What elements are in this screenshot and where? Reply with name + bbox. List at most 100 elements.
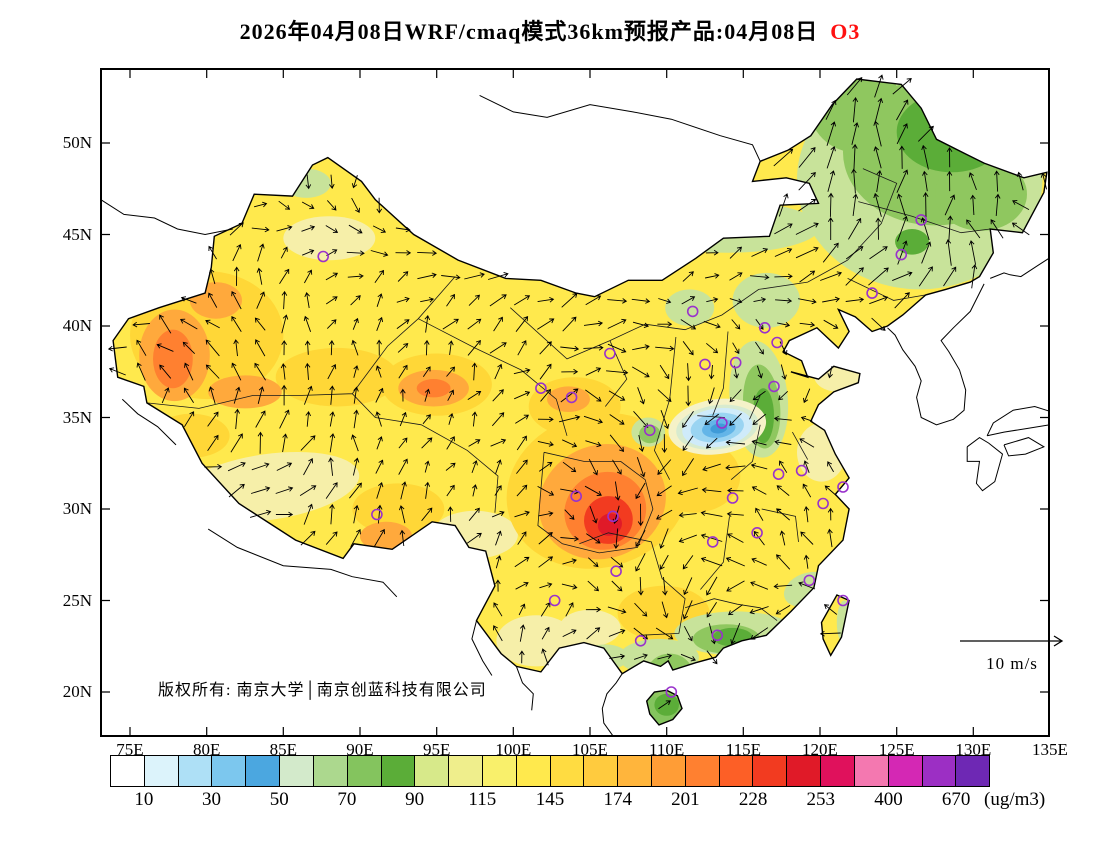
colorbar-segment (449, 756, 483, 786)
china-outline (112, 78, 1048, 726)
lon-axis-label: 80E (192, 740, 221, 759)
city-marker (371, 508, 383, 521)
colorbar-tick-label: 201 (671, 789, 700, 810)
city-marker (817, 497, 829, 510)
colorbar-tick-label: 145 (535, 789, 565, 810)
city-marker (565, 391, 578, 404)
city-marker (895, 248, 908, 261)
city-marker (643, 424, 656, 437)
colorbar-tick-label: 400 (874, 789, 903, 810)
city-marker (726, 492, 739, 504)
colorbar-tick-label: 90 (405, 789, 425, 810)
colorbar-segment (212, 756, 247, 786)
colorbar-segment (246, 756, 281, 786)
city-marker (772, 468, 785, 481)
lon-axis-label: 130E (955, 740, 992, 759)
colorbar-tick-label: 228 (738, 789, 768, 810)
province-borders (146, 168, 991, 636)
colorbar-segment (313, 756, 348, 786)
colorbar-segment (854, 756, 889, 786)
colorbar-tick-label: 670 (941, 789, 971, 810)
city-marker (803, 574, 816, 587)
lon-axis-label: 105E (572, 740, 608, 759)
colorbar-segment (719, 756, 754, 786)
city-marker (711, 629, 724, 642)
neighbor-coastlines (100, 94, 1050, 737)
lon-axis-label: 85E (269, 740, 298, 759)
colorbar-tick-label: 10 (134, 789, 154, 810)
city-marker (837, 594, 849, 607)
colorbar-segment (178, 756, 213, 786)
title-species-o3: O3 (830, 19, 861, 44)
lon-axis-label: 120E (802, 740, 838, 759)
lat-axis-label: 35N (62, 407, 92, 427)
lat-axis-label: 25N (62, 590, 92, 610)
colorbar-segment (652, 756, 686, 786)
axis-ticks (102, 70, 1050, 735)
colorbar-segment (956, 756, 990, 786)
colorbar (110, 755, 990, 787)
lon-axis-label: 125E (878, 740, 915, 759)
o3-concentration-shading (130, 79, 1043, 716)
colorbar-segment (888, 756, 923, 786)
wind-scale-label: 10 m/s (986, 654, 1038, 673)
lon-axis-label: 75E (116, 740, 144, 759)
city-marker (548, 594, 561, 607)
lon-axis-label: 115E (725, 740, 761, 759)
city-marker (751, 526, 763, 539)
wind-scale-legend: 10 m/s (952, 632, 1072, 674)
lon-axis-label: 95E (422, 740, 451, 759)
lon-axis-label: 100E (495, 740, 532, 759)
colorbar-segment (516, 756, 551, 786)
colorbar-segment (787, 756, 822, 786)
colorbar-segment (753, 756, 788, 786)
city-marker (570, 490, 583, 503)
page-title: 2026年04月08日WRF/cmaq模式36km预报产品:04月08日 O3 (0, 14, 1100, 46)
colorbar-tick-label: 30 (202, 789, 222, 810)
colorbar-unit-label: (ug/m3) (984, 789, 1046, 810)
city-marker (317, 250, 329, 263)
wind-vector-field (107, 74, 1048, 710)
city-marker (610, 565, 622, 578)
copyright-text: 版权所有: 南京大学│南京创蓝科技有限公司 (158, 682, 487, 699)
colorbar-tick-label: 174 (603, 789, 632, 810)
city-marker (758, 321, 771, 334)
city-marker (699, 358, 711, 371)
colorbar-segment (144, 756, 179, 786)
colorbar-segment (381, 756, 416, 786)
city-marker (535, 382, 547, 395)
city-marker (665, 686, 678, 698)
city-marker (729, 356, 742, 369)
lon-axis-label: 90E (346, 740, 374, 759)
colorbar-segment (111, 756, 145, 786)
china-o3-forecast-map (100, 68, 1050, 737)
city-marker (866, 287, 878, 299)
city-marker (716, 417, 728, 429)
title-text: 2026年04月08日WRF/cmaq模式36km预报产品:04月08日 (239, 19, 819, 44)
colorbar-tick-label: 50 (269, 789, 289, 810)
city-marker (771, 336, 783, 349)
lat-axis-label: 45N (62, 224, 92, 244)
colorbar-tick-label: 70 (337, 789, 357, 810)
city-marker (607, 510, 619, 523)
colorbar-segment (821, 756, 855, 786)
city-marker (706, 536, 719, 548)
city-marker (915, 214, 928, 226)
colorbar-segment (482, 756, 517, 786)
colorbar-tick-label: 253 (806, 789, 836, 810)
lat-axis-label: 20N (62, 682, 92, 701)
colorbar-segment (280, 756, 314, 786)
city-marker (634, 634, 647, 647)
plot-frame (100, 68, 1050, 737)
city-marker (768, 380, 780, 393)
lat-axis-label: 50N (62, 133, 92, 152)
lat-axis-label: 40N (62, 316, 92, 335)
city-marker (795, 464, 808, 477)
colorbar-tick-label: 115 (468, 789, 497, 810)
wind-scale-arrow (960, 635, 1064, 647)
city-marker (604, 347, 616, 360)
city-marker (686, 305, 699, 318)
colorbar-segment (347, 756, 382, 786)
colorbar-segment (550, 756, 585, 786)
city-marker (837, 481, 849, 493)
